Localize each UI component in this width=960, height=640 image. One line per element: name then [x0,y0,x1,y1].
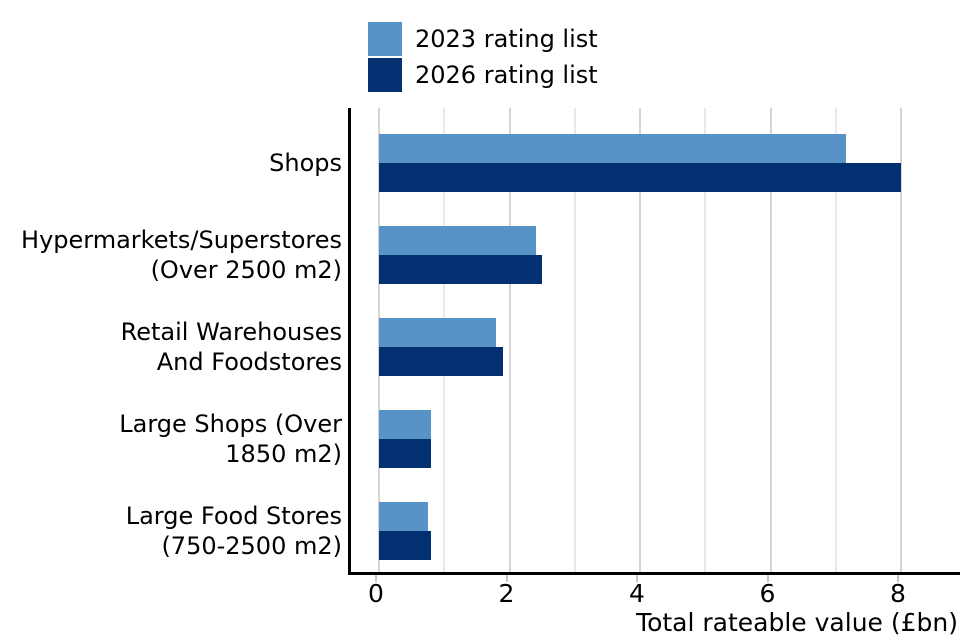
x-tick-mark-8 [897,575,899,582]
x-axis-title: Total rateable value (£bn) [636,608,958,637]
bar-series0-cat3 [379,410,432,439]
bar-series0-cat4 [379,502,428,531]
bar-series1-cat0 [379,163,901,192]
bar-series0-cat2 [379,318,497,347]
category-axis-labels: Shops Hypermarkets/Superstores (Over 2500… [0,0,342,640]
x-tick-label-8: 8 [890,579,906,608]
bar-series1-cat4 [379,531,432,560]
x-tick-label-6: 6 [759,579,776,608]
gridline-major-6 [769,108,772,572]
bar-series1-cat3 [379,439,432,468]
bar-series1-cat2 [379,347,503,376]
x-tick-mark-0 [375,575,377,582]
x-tick-mark-4 [636,575,638,582]
legend-label-2026: 2026 rating list [415,61,598,89]
legend-swatch-2023 [368,22,402,56]
legend-item-2026: 2026 rating list [368,58,598,92]
x-tick-label-2: 2 [498,579,515,608]
bar-series0-cat0 [379,134,846,163]
legend: 2023 rating list 2026 rating list [368,22,598,94]
gridline-major-4 [639,108,641,572]
legend-label-2023: 2023 rating list [415,25,598,53]
x-tick-label-0: 0 [368,579,384,608]
x-tick-mark-2 [505,575,508,582]
x-tick-label-4: 4 [629,579,645,608]
gridline-minor-7 [834,108,837,572]
legend-swatch-2026 [368,58,402,92]
x-tick-mark-6 [766,575,769,582]
plot-area [348,108,960,575]
bar-series0-cat1 [379,226,536,255]
gridline-minor-5 [704,108,707,572]
category-label-2: Retail Warehouses And Foodstores [120,318,342,376]
gridline-minor-3 [573,108,576,572]
gridline-major-2 [508,108,511,572]
category-label-0: Shops [269,149,342,177]
category-label-3: Large Shops (Over 1850 m2) [119,410,342,468]
category-label-1: Hypermarkets/Superstores (Over 2500 m2) [21,226,342,284]
bar-series1-cat1 [379,255,543,284]
category-label-4: Large Food Stores (750-2500 m2) [125,502,342,560]
legend-item-2023: 2023 rating list [368,22,598,56]
gridline-major-8 [900,108,902,572]
